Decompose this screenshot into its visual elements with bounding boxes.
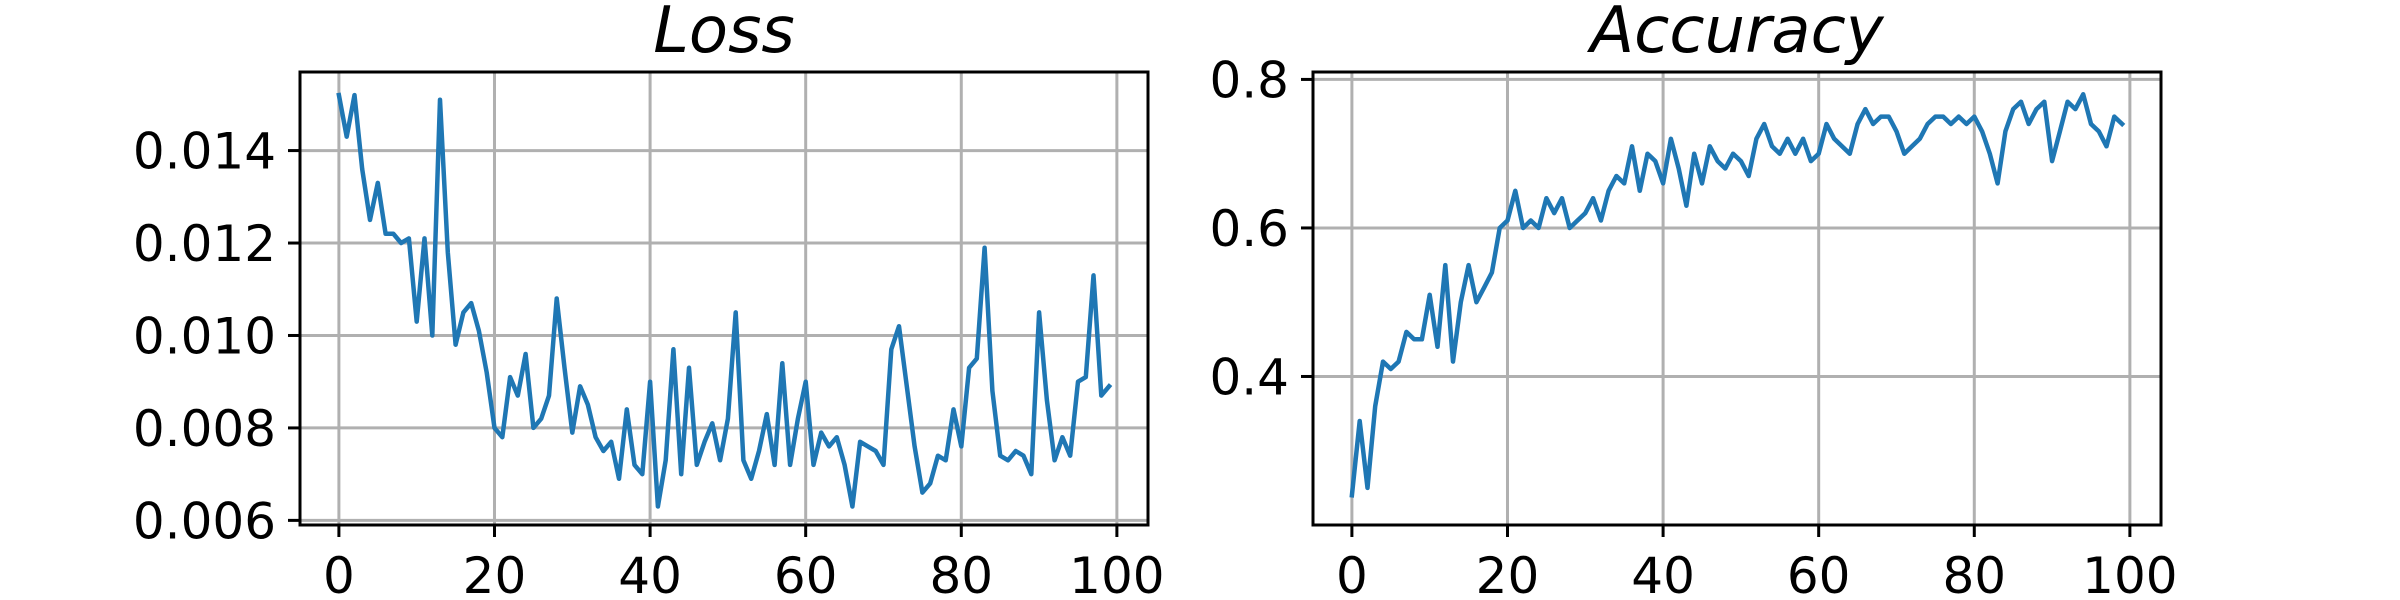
- loss-y-tick-label: 0.010: [133, 307, 276, 365]
- loss-series-line: [336, 92, 1113, 509]
- loss-y-tick-label: 0.012: [133, 215, 276, 273]
- accuracy-x-tick-label: 80: [1942, 547, 2006, 600]
- accuracy-x-tick-label: 0: [1336, 547, 1368, 600]
- accuracy-chart: 0 20 40 60 80 100 0.4 0.6 0.8 Accuracy: [1209, 0, 2177, 600]
- loss-x-tick-label: 100: [1069, 547, 1164, 600]
- accuracy-axes-frame: [1311, 70, 2163, 527]
- loss-axes-frame: [298, 70, 1150, 527]
- loss-x-tick-label: 80: [929, 547, 993, 600]
- accuracy-chart-title: Accuracy: [1586, 0, 1884, 68]
- accuracy-grid: [1313, 72, 2161, 525]
- accuracy-series-line: [1349, 92, 2126, 498]
- accuracy-x-tick-label: 20: [1476, 547, 1540, 600]
- loss-y-tick-label: 0.006: [133, 492, 276, 550]
- loss-chart-title: Loss: [653, 0, 795, 68]
- accuracy-x-tick-label: 100: [2082, 547, 2177, 600]
- accuracy-y-tick-label: 0.6: [1209, 200, 1289, 258]
- loss-x-tick-label: 0: [323, 547, 355, 600]
- loss-x-tick-label: 20: [463, 547, 527, 600]
- loss-x-tick-label: 40: [618, 547, 682, 600]
- accuracy-x-tick-label: 60: [1787, 547, 1851, 600]
- loss-y-tick-label: 0.008: [133, 400, 276, 458]
- loss-y-tick-label: 0.014: [133, 123, 276, 181]
- loss-chart: 0 20 40 60 80 100 0.006 0.008 0.010 0.012 0.014 Los…: [133, 0, 1165, 600]
- accuracy-y-tick-label: 0.8: [1209, 51, 1289, 109]
- accuracy-y-tick-label: 0.4: [1209, 348, 1289, 406]
- loss-x-tick-label: 60: [774, 547, 838, 600]
- accuracy-x-tick-label: 40: [1631, 547, 1695, 600]
